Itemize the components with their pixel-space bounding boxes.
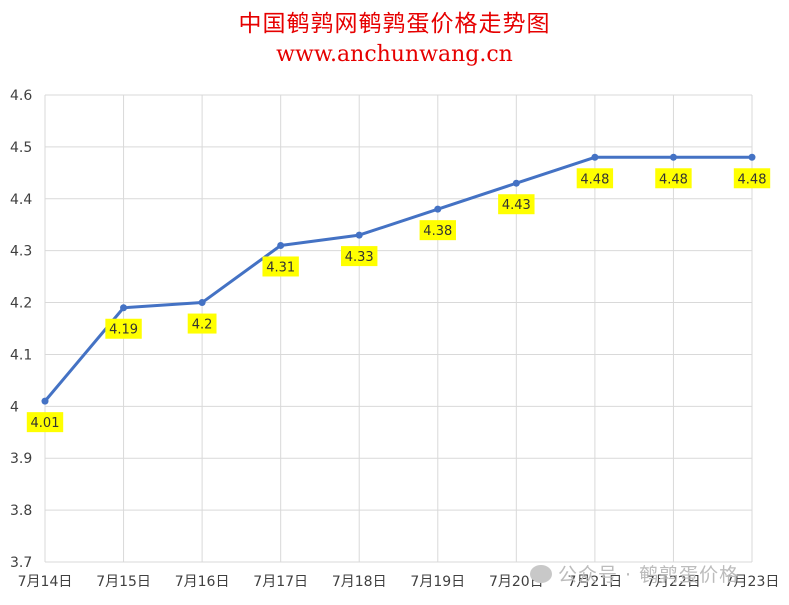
chart-title: 中国鹌鹑网鹌鹑蛋价格走势图 [238, 11, 551, 37]
data-point [198, 299, 206, 307]
y-tick-label: 4.2 [10, 296, 32, 312]
data-label: 4.48 [576, 168, 614, 189]
y-tick-label: 3.9 [10, 451, 32, 467]
data-label-bg [341, 246, 378, 267]
data-labels: 4.01 4.19 4.2 4.31 4.33 4.38 4.43 4.48 4.48 4.48 [26, 168, 771, 433]
data-label-text: 4.31 [266, 260, 295, 275]
data-label-bg [105, 318, 142, 339]
data-label: 4.38 [419, 220, 456, 241]
data-label-text: 4.19 [109, 323, 138, 338]
data-label: 4.48 [655, 168, 692, 189]
data-label: 4.19 [105, 318, 142, 339]
data-point [277, 241, 285, 249]
watermark-text: 公众号 · 鹌鹑蛋价格 [558, 564, 740, 586]
y-tick-label: 3.8 [10, 503, 32, 519]
x-tick-label: 7月23日 [725, 574, 780, 590]
data-label: 4.48 [733, 168, 771, 189]
data-label-text: 4.48 [580, 172, 609, 187]
data-label-bg [262, 256, 299, 277]
data-label: 4.2 [187, 313, 217, 334]
data-label-text: 4.01 [31, 416, 60, 431]
y-tick-label: 4 [10, 399, 19, 415]
data-point [120, 304, 128, 312]
data-label-text: 4.48 [738, 172, 767, 187]
data-label: 4.43 [498, 194, 535, 215]
series-layer [41, 153, 756, 405]
data-label-text: 4.2 [192, 318, 213, 333]
y-tick-label: 4.1 [10, 347, 32, 363]
data-point [669, 153, 677, 161]
watermark: 公众号 · 鹌鹑蛋价格 [530, 560, 739, 587]
x-tick-label: 7月15日 [96, 574, 151, 590]
data-label-text: 4.48 [659, 172, 688, 187]
y-tick-label: 4.3 [10, 244, 32, 260]
x-tick-label: 7月20日 [489, 574, 544, 590]
y-tick-labels: 3.7 3.8 3.9 4 4.1 4.2 4.3 4.4 4.5 4.6 [10, 88, 32, 571]
y-tick-label: 4.5 [10, 140, 32, 156]
x-tick-label: 7月21日 [568, 574, 623, 590]
x-tick-label: 7月17日 [253, 574, 308, 590]
y-tick-label: 4.6 [10, 88, 32, 104]
data-point [41, 397, 49, 405]
x-tick-label: 7月22日 [646, 574, 701, 590]
title-block: 中国鹌鹑网鹌鹑蛋价格走势图 www.anchunwang.cn [0, 8, 789, 70]
data-label-text: 4.38 [423, 224, 452, 239]
y-tick-label: 3.7 [10, 555, 32, 571]
series-line [43, 155, 754, 403]
data-label-bg [498, 194, 535, 215]
x-tick-label: 7月16日 [175, 574, 230, 590]
data-label-bg [187, 313, 217, 334]
y-tick-label: 4.4 [10, 192, 32, 208]
data-point [591, 153, 599, 161]
data-label-text: 4.33 [345, 250, 374, 265]
data-point [512, 179, 520, 187]
data-label-bg [733, 168, 771, 189]
data-label: 4.31 [262, 256, 299, 277]
x-tick-label: 7月18日 [332, 574, 387, 590]
data-label-bg [576, 168, 614, 189]
data-label-bg [26, 412, 64, 433]
grid-lines [44, 94, 753, 563]
data-label: 4.01 [26, 412, 64, 433]
wechat-icon [530, 565, 552, 583]
chart-subtitle: www.anchunwang.cn [276, 42, 513, 67]
x-tick-label: 7月19日 [410, 574, 465, 590]
x-tick-labels: 7月14日 7月15日 7月16日 7月17日 7月18日 7月19日 7月20日 7月21日… [18, 574, 780, 590]
data-point [434, 205, 442, 213]
data-label-bg [419, 220, 456, 241]
data-point [355, 231, 363, 239]
data-label-bg [655, 168, 692, 189]
x-tick-label: 7月14日 [18, 574, 73, 590]
data-point [748, 153, 756, 161]
data-label: 4.33 [341, 246, 378, 267]
data-label-text: 4.43 [502, 198, 531, 213]
